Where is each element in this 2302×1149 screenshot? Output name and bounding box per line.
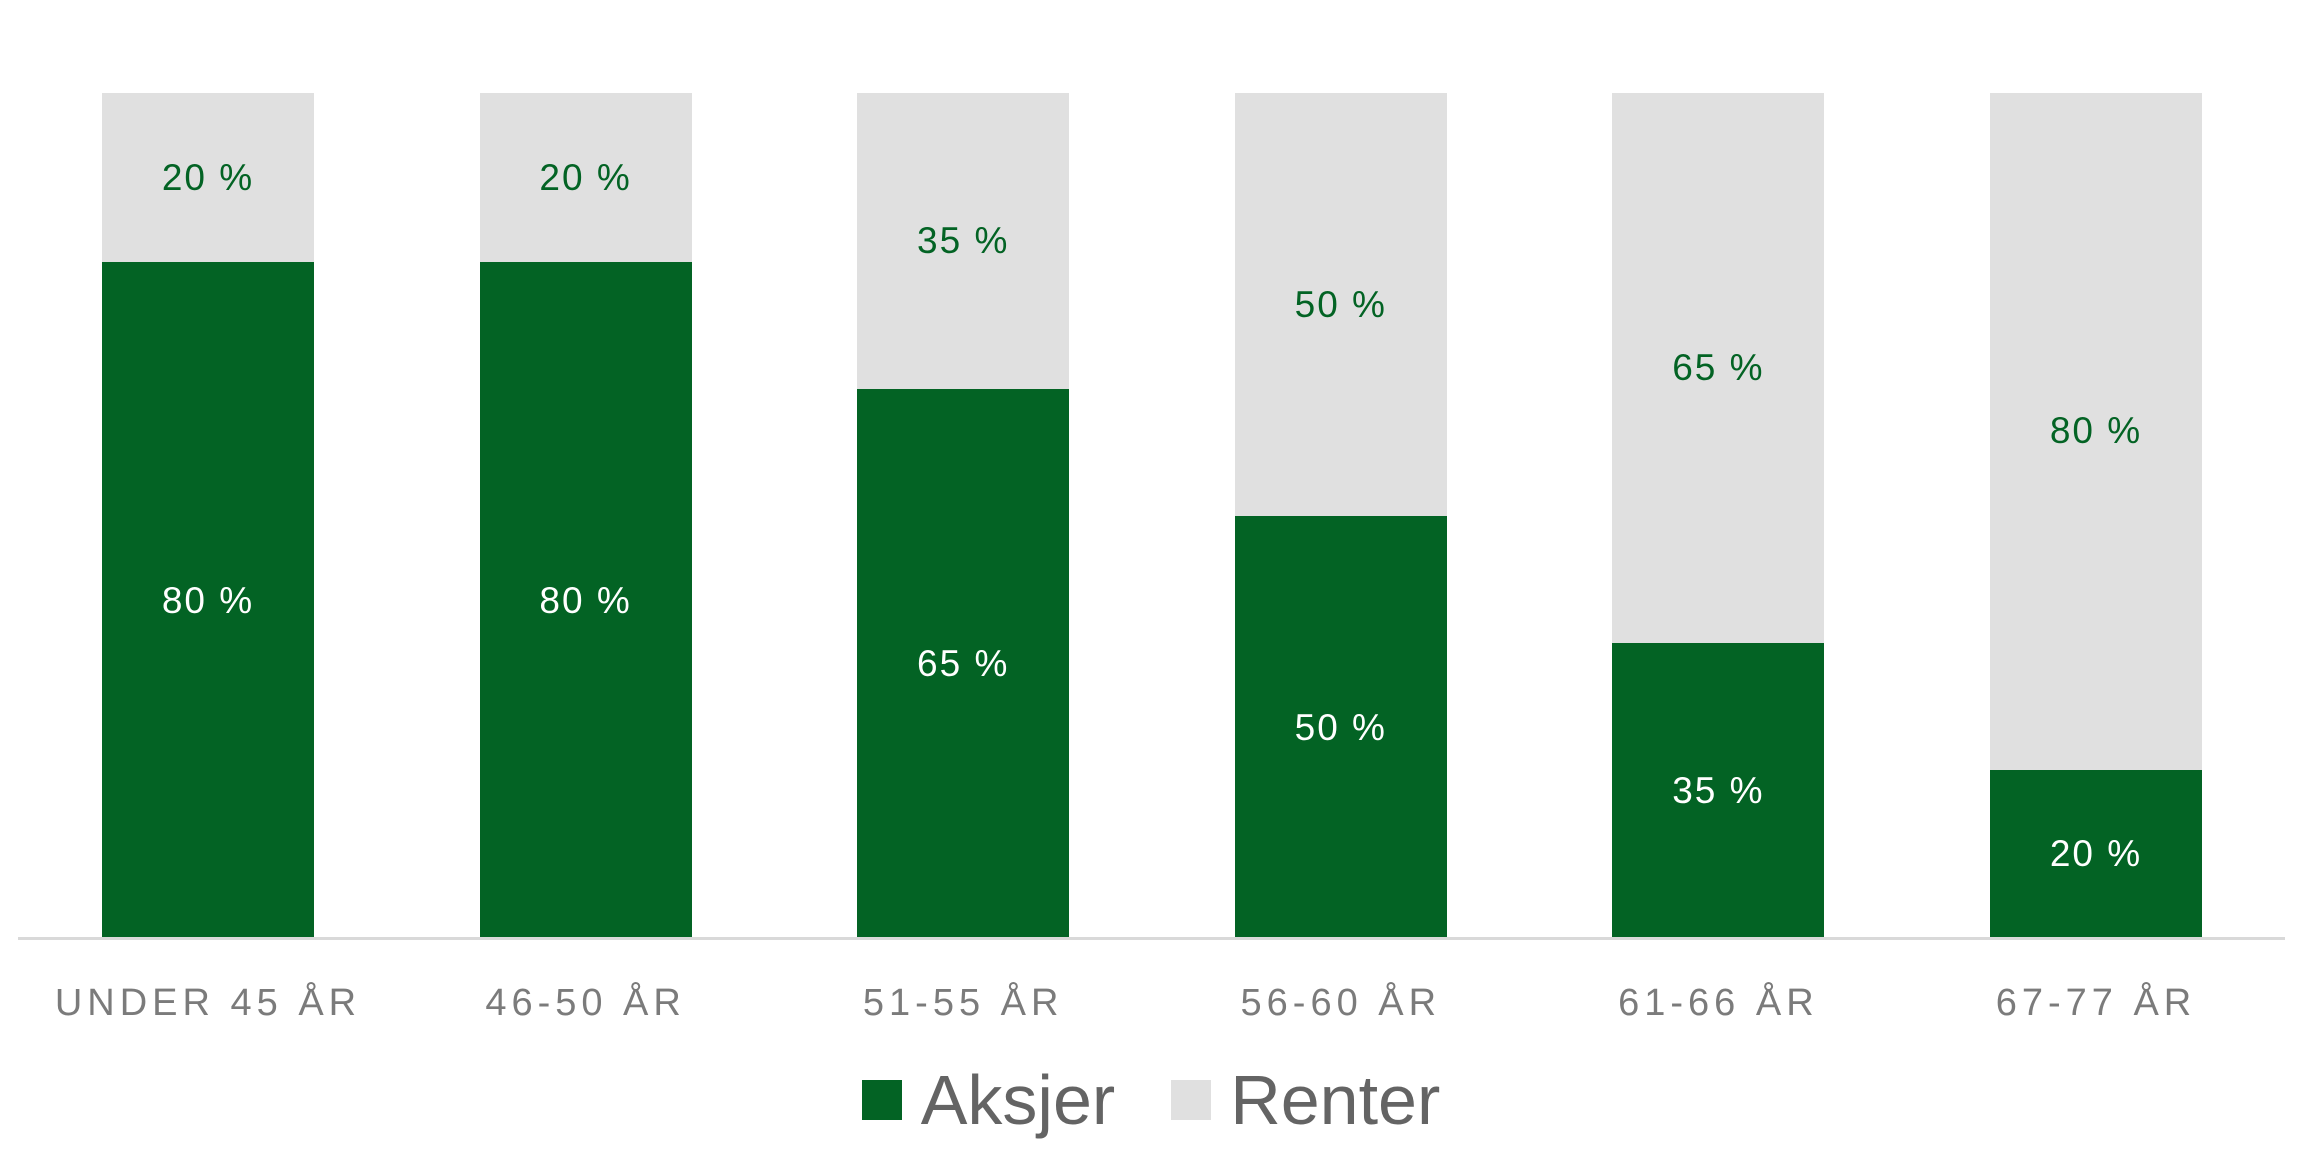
bar: 20 % 80 % (102, 93, 314, 939)
bar-segment-renter: 20 % (102, 93, 314, 263)
value-label: 20 % (161, 156, 255, 198)
value-label: 80 % (2049, 410, 2143, 452)
bar-segment-renter: 65 % (1612, 93, 1825, 643)
bar-segment-renter: 80 % (1990, 93, 2202, 770)
bar: 35 % 65 % (857, 93, 1070, 939)
category-label: 46-50 ÅR (485, 982, 686, 1024)
value-label: 65 % (1672, 346, 1765, 388)
legend-item: Renter (1171, 1065, 1440, 1135)
bar: 50 % 50 % (1234, 93, 1447, 939)
legend-swatch-renter (1171, 1080, 1212, 1120)
category-label: UNDER 45 ÅR (54, 982, 362, 1024)
x-axis-baseline (18, 937, 2285, 940)
bar-segment-aksjer: 80 % (479, 262, 692, 939)
legend-swatch-aksjer (861, 1080, 902, 1120)
category-label: 61-66 ÅR (1618, 982, 1819, 1024)
bar-segment-aksjer: 50 % (1234, 516, 1447, 939)
bar-segment-renter: 20 % (479, 93, 692, 263)
value-label: 35 % (917, 220, 1010, 262)
value-label: 65 % (917, 643, 1010, 685)
category-label: 51-55 ÅR (862, 982, 1064, 1024)
value-label: 20 % (2049, 833, 2143, 875)
bar: 65 % 35 % (1612, 93, 1825, 939)
legend: Aksjer Renter (0, 1056, 2302, 1144)
legend-item: Aksjer (861, 1061, 1116, 1139)
value-label: 50 % (1294, 283, 1387, 325)
category-label: 56-60 ÅR (1240, 982, 1442, 1024)
bar-segment-renter: 35 % (857, 93, 1070, 390)
legend-label: Aksjer (920, 1061, 1116, 1139)
legend-label: Renter (1230, 1061, 1441, 1139)
value-label: 35 % (1672, 769, 1765, 811)
bar-segment-aksjer: 20 % (1990, 769, 2202, 939)
bar-segment-renter: 50 % (1234, 93, 1447, 516)
value-label: 80 % (161, 579, 255, 621)
bar: 80 % 20 % (1990, 93, 2202, 939)
category-label: 67-77 ÅR (1995, 982, 2197, 1024)
value-label: 50 % (1294, 706, 1387, 748)
value-label: 20 % (539, 156, 632, 198)
value-label: 80 % (539, 579, 632, 621)
bar: 20 % 80 % (479, 93, 692, 939)
bar-segment-aksjer: 35 % (1612, 642, 1825, 939)
bar-segment-aksjer: 80 % (102, 262, 314, 939)
bar-segment-aksjer: 65 % (857, 389, 1070, 939)
